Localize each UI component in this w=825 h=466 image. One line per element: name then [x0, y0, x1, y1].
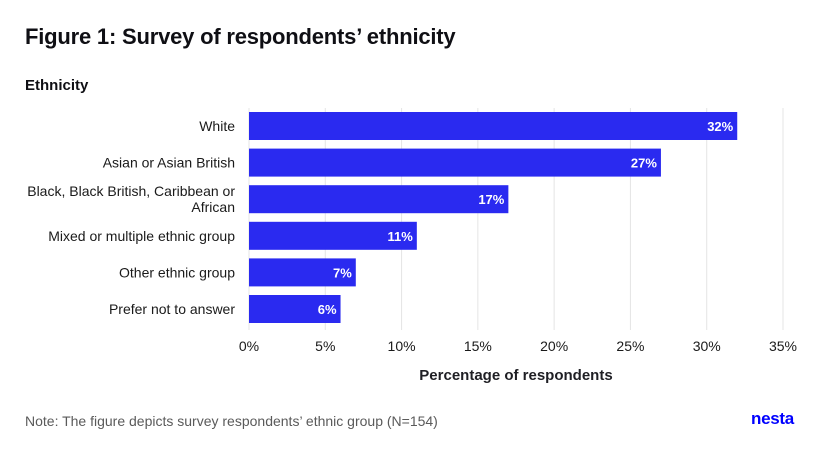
nesta-logo: nesta: [751, 409, 794, 428]
x-tick-label: 5%: [315, 338, 335, 354]
bar: [249, 112, 738, 140]
bar-value-label: 32%: [707, 119, 733, 134]
bar-value-label: 11%: [388, 229, 414, 244]
bar-value-label: 6%: [318, 302, 337, 317]
footnote: Note: The figure depicts survey responde…: [25, 413, 438, 429]
x-tick-label: 25%: [616, 338, 644, 354]
bar-value-label: 7%: [333, 265, 352, 280]
category-label: Asian or Asian British: [103, 155, 235, 171]
category-label: White: [199, 118, 235, 134]
bar: [249, 148, 661, 177]
category-label: Mixed or multiple ethnic group: [48, 228, 235, 244]
x-axis-title: Percentage of respondents: [419, 367, 612, 384]
bar: [249, 221, 417, 250]
bar-value-label: 17%: [478, 192, 504, 207]
bar: [249, 258, 356, 287]
x-tick-label: 30%: [693, 338, 721, 354]
category-label-line: Prefer not to answer: [109, 301, 235, 317]
x-tick-label: 15%: [464, 338, 492, 354]
x-tick-labels: 0% 5% 10% 15% 20% 25% 30% 35%: [239, 338, 797, 354]
category-label-line: Asian or Asian British: [103, 155, 235, 171]
x-tick-label: 0%: [239, 338, 259, 354]
category-label: Other ethnic group: [119, 264, 235, 280]
x-tick-label: 10%: [388, 338, 416, 354]
bar-value-label: 27%: [631, 156, 657, 171]
category-labels: White Asian or Asian British Black, Black …: [27, 118, 235, 317]
category-label-line: Other ethnic group: [119, 264, 235, 280]
y-axis-title: Ethnicity: [25, 77, 89, 94]
x-tick-label: 35%: [769, 338, 797, 354]
gridlines: [248, 108, 784, 330]
category-label-line: African: [191, 199, 235, 215]
category-label-line: Black, Black British, Caribbean or: [27, 183, 235, 199]
category-label: Black, Black British, Caribbean or Africa…: [27, 183, 235, 215]
bar: [249, 295, 341, 323]
category-label: Prefer not to answer: [109, 301, 235, 317]
bars: 32% 27% 17% 11% 7% 6%: [249, 112, 738, 323]
chart-title: Figure 1: Survey of respondents’ ethnici…: [25, 24, 456, 49]
category-label-line: Mixed or multiple ethnic group: [48, 228, 235, 244]
x-tick-label: 20%: [540, 338, 568, 354]
category-label-line: White: [199, 118, 235, 134]
bar: [249, 185, 509, 214]
